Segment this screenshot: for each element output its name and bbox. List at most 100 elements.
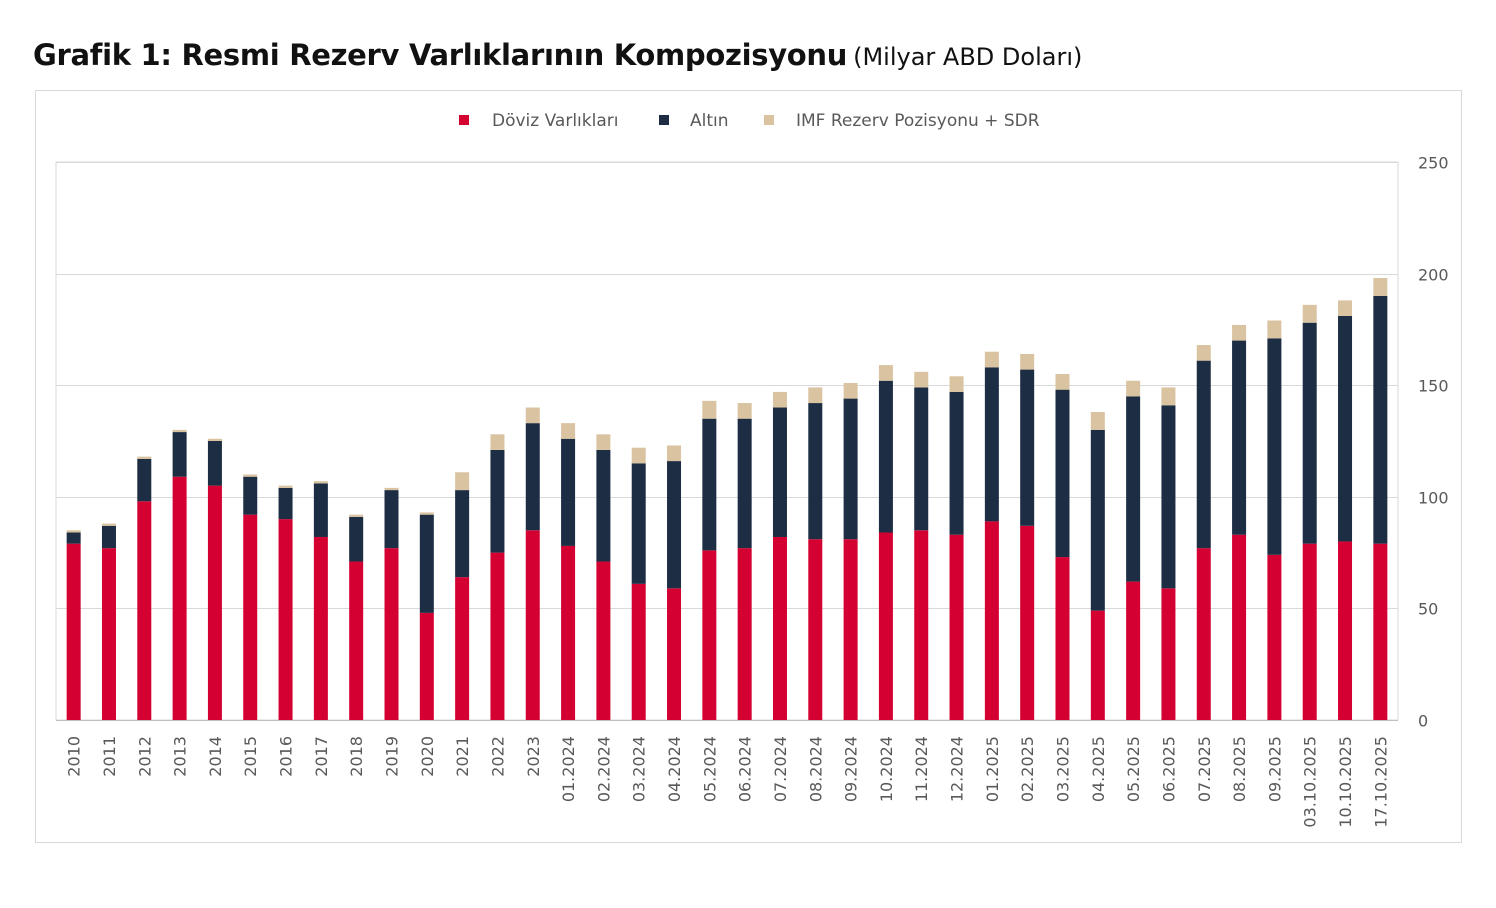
bar-segment-series-1-23 xyxy=(878,380,893,533)
bar-segment-series-1-22 xyxy=(843,398,858,540)
legend-label: IMF Rezerv Pozisyonu + SDR xyxy=(796,111,1040,131)
bar-segment-series-0-5 xyxy=(243,514,258,720)
stacked-bar-chart: Döviz Varlıkları Altın IMF Rezerv Pozisyon… xyxy=(55,111,1449,828)
bar-segment-series-1-0 xyxy=(66,532,81,544)
bar-segment-series-1-21 xyxy=(808,403,823,540)
bar-segment-series-2-9 xyxy=(384,487,399,491)
bar-segment-series-0-25 xyxy=(949,534,964,720)
bar-segment-series-2-6 xyxy=(278,485,293,488)
bar-segment-series-0-6 xyxy=(278,519,293,720)
bar-segment-series-2-30 xyxy=(1126,380,1141,397)
bar-segment-series-1-28 xyxy=(1055,389,1070,558)
bar-segment-series-1-7 xyxy=(313,483,328,537)
plot-area-border xyxy=(55,161,1399,721)
bar-segment-series-2-3 xyxy=(172,429,187,433)
bar-segment-series-2-26 xyxy=(984,351,999,368)
bar-segment-series-0-10 xyxy=(419,612,434,720)
x-tick-label: 06.2024 xyxy=(736,736,755,802)
bar-segment-series-0-32 xyxy=(1196,548,1211,720)
bar-segment-series-1-37 xyxy=(1373,295,1388,544)
bar-segment-series-0-3 xyxy=(172,476,187,720)
bar-segment-series-1-12 xyxy=(490,449,505,553)
bar-segment-series-0-20 xyxy=(772,536,787,720)
x-tick-label: 03.2024 xyxy=(630,736,649,802)
y-tick-label: 150 xyxy=(1418,377,1449,396)
bar-segment-series-1-10 xyxy=(419,514,434,613)
bar-segment-series-2-31 xyxy=(1161,387,1176,406)
bar-segment-series-1-15 xyxy=(596,449,611,562)
bar-segment-series-0-18 xyxy=(702,550,717,720)
x-tick-label: 06.2025 xyxy=(1159,736,1178,802)
chart-frame: Döviz Varlıkları Altın IMF Rezerv Pozisyon… xyxy=(35,90,1462,843)
bar-segment-series-1-11 xyxy=(455,490,470,578)
x-tick-label: 11.2024 xyxy=(912,736,931,802)
x-tick-label: 03.10.2025 xyxy=(1301,736,1320,828)
chart-title: Grafik 1: Resmi Rezerv Varlıklarının Kom… xyxy=(33,38,1082,72)
x-tick-label: 07.2025 xyxy=(1195,736,1214,802)
bar-segment-series-0-30 xyxy=(1126,581,1141,720)
y-tick-label: 200 xyxy=(1418,266,1449,285)
x-tick-label: 01.2025 xyxy=(983,736,1002,802)
bar-segment-series-0-27 xyxy=(1020,525,1035,720)
bar-segment-series-0-21 xyxy=(808,539,823,720)
bar-segment-series-2-1 xyxy=(101,523,116,526)
bar-segment-series-2-27 xyxy=(1020,353,1035,370)
x-tick-label: 04.2024 xyxy=(665,736,684,802)
legend-swatch xyxy=(459,115,469,125)
bar-segment-series-1-8 xyxy=(349,516,364,562)
y-tick-label: 250 xyxy=(1418,154,1449,173)
bar-segment-series-2-15 xyxy=(596,434,611,450)
x-tick-label: 2016 xyxy=(277,736,296,777)
x-tick-label: 2019 xyxy=(383,736,402,777)
x-tick-label: 2017 xyxy=(312,736,331,777)
x-tick-label: 2021 xyxy=(453,736,472,777)
bar-segment-series-2-29 xyxy=(1090,411,1105,430)
x-tick-label: 2012 xyxy=(135,736,154,777)
x-tick-label: 17.10.2025 xyxy=(1371,736,1390,828)
bar-segment-series-0-14 xyxy=(561,545,576,720)
bar-segment-series-2-23 xyxy=(878,365,893,381)
bar-segment-series-1-27 xyxy=(1020,369,1035,526)
bar-segment-series-0-7 xyxy=(313,536,328,720)
bar-segment-series-2-8 xyxy=(349,514,364,517)
bar-segment-series-0-17 xyxy=(667,588,682,720)
bar-segment-series-2-36 xyxy=(1338,300,1353,316)
y-tick-label: 50 xyxy=(1418,600,1438,619)
bar-segment-series-2-12 xyxy=(490,434,505,450)
bar-segment-series-1-19 xyxy=(737,418,752,549)
bar-segment-series-0-9 xyxy=(384,548,399,720)
bar-segment-series-2-11 xyxy=(455,472,470,491)
bar-segment-series-2-4 xyxy=(207,438,222,441)
bar-segment-series-0-11 xyxy=(455,577,470,720)
bar-segment-series-2-7 xyxy=(313,481,328,484)
bar-segment-series-1-20 xyxy=(772,407,787,537)
bar-segment-series-1-1 xyxy=(101,525,116,549)
bar-segment-series-2-0 xyxy=(66,530,81,533)
bar-segment-series-2-28 xyxy=(1055,374,1070,390)
x-tick-label: 2022 xyxy=(488,736,507,777)
bar-segment-series-0-4 xyxy=(207,485,222,720)
bar-segment-series-2-37 xyxy=(1373,278,1388,296)
bar-segment-series-2-14 xyxy=(561,423,576,439)
bar-segment-series-0-37 xyxy=(1373,543,1388,720)
bar-segment-series-1-16 xyxy=(631,463,646,584)
bar-segment-series-2-24 xyxy=(914,371,929,388)
bar-segment-series-0-1 xyxy=(101,548,116,720)
bar-segment-series-1-9 xyxy=(384,490,399,549)
chart-title-main: Grafik 1: Resmi Rezerv Varlıklarının Kom… xyxy=(33,38,848,72)
bar-segment-series-0-23 xyxy=(878,532,893,720)
bar-segment-series-0-24 xyxy=(914,530,929,720)
bar-segment-series-1-6 xyxy=(278,487,293,520)
gridlines xyxy=(55,161,1399,721)
bar-segment-series-1-29 xyxy=(1090,429,1105,611)
bar-segment-series-1-2 xyxy=(137,458,152,502)
bar-segment-series-0-8 xyxy=(349,561,364,720)
bar-segment-series-1-17 xyxy=(667,461,682,589)
x-axis: 2010 2011 2012 2013 2014 2015 2016 2017 2018 2019… xyxy=(56,720,1398,828)
bar-segment-series-1-36 xyxy=(1338,316,1353,542)
bar-segment-series-1-35 xyxy=(1302,322,1317,544)
bar-segment-series-0-16 xyxy=(631,583,646,720)
bar-segment-series-2-10 xyxy=(419,512,434,515)
y-tick-label: 100 xyxy=(1418,489,1449,508)
bar-segment-series-0-26 xyxy=(984,521,999,720)
